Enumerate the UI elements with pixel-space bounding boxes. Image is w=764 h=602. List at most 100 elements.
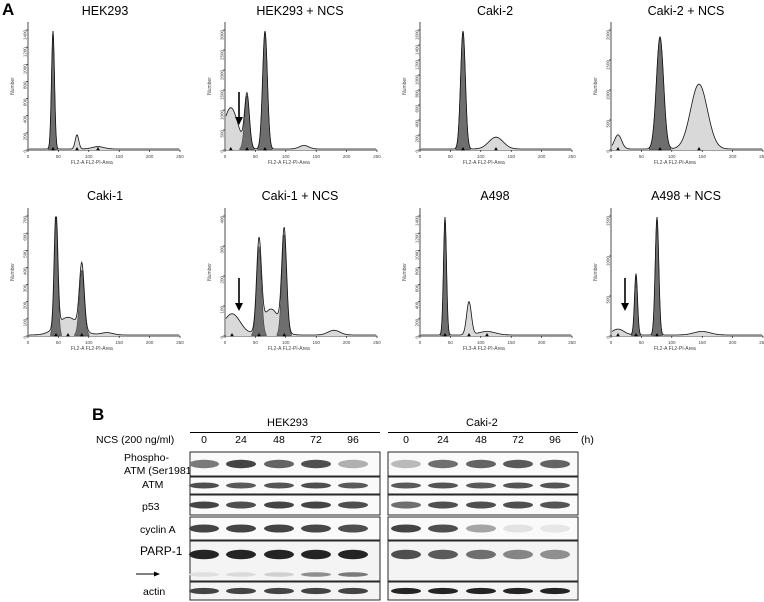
protein-band bbox=[466, 459, 496, 469]
time-unit: (h) bbox=[581, 434, 594, 446]
y-tick-label: 400 bbox=[220, 216, 225, 224]
histogram-fill bbox=[612, 36, 762, 150]
y-tick-label: 800 bbox=[415, 267, 420, 275]
protein-band bbox=[428, 482, 458, 489]
peak-fill bbox=[50, 216, 62, 337]
protein-band bbox=[264, 459, 294, 469]
y-tick-label: 0 bbox=[23, 336, 28, 339]
protein-band bbox=[264, 572, 294, 577]
time-point: 96 bbox=[347, 434, 359, 446]
x-tick-label: 150 bbox=[507, 340, 515, 345]
x-tick-label: 0 bbox=[27, 340, 30, 345]
histogram-line bbox=[611, 216, 762, 336]
gate-marker bbox=[461, 147, 465, 151]
gate-marker bbox=[228, 147, 233, 151]
histogram-line bbox=[225, 30, 376, 150]
y-tick-label: 1200 bbox=[415, 233, 420, 244]
protein-band bbox=[338, 524, 368, 533]
x-tick-label: 200 bbox=[729, 154, 737, 159]
protein-band bbox=[226, 572, 256, 577]
time-point: 72 bbox=[310, 434, 322, 446]
protein-band bbox=[338, 501, 368, 509]
y-tick-label: 800 bbox=[415, 90, 420, 98]
gate-marker bbox=[282, 333, 287, 337]
peak-fill bbox=[251, 245, 267, 337]
treatment-label: NCS (200 ng/ml) bbox=[96, 434, 175, 446]
protein-band bbox=[301, 549, 331, 560]
y-tick-label: 300 bbox=[220, 246, 225, 254]
y-tick-label: 600 bbox=[23, 98, 28, 106]
y-tick-label: 0 bbox=[23, 150, 28, 153]
x-tick-label: 250 bbox=[568, 340, 576, 345]
protein-band bbox=[540, 587, 570, 595]
protein-band bbox=[226, 459, 256, 469]
gate-marker bbox=[257, 333, 261, 337]
y-axis-label: Number bbox=[402, 263, 408, 281]
protein-band bbox=[503, 482, 533, 489]
x-tick-label: 50 bbox=[253, 340, 259, 345]
protein-band bbox=[189, 501, 219, 509]
y-tick-label: 1400 bbox=[415, 216, 420, 227]
y-tick-label: 400 bbox=[415, 301, 420, 309]
y-tick-label: 400 bbox=[415, 120, 420, 128]
protein-band bbox=[391, 501, 421, 509]
protein-band bbox=[264, 482, 294, 489]
histogram: 0 50 100 150 200 250 0 500 1000 1500 FL2-A FL2-PI-… bbox=[593, 208, 764, 352]
protein-band bbox=[264, 524, 294, 533]
group-line-caki2 bbox=[388, 432, 578, 433]
protein-band bbox=[338, 459, 368, 469]
time-point: 72 bbox=[512, 434, 524, 446]
gate-marker bbox=[485, 333, 489, 337]
protein-band bbox=[189, 572, 219, 577]
protein-band bbox=[301, 501, 331, 509]
x-tick-label: 200 bbox=[146, 154, 154, 159]
protein-band bbox=[503, 587, 533, 595]
protein-band bbox=[301, 459, 331, 469]
protein-band bbox=[338, 587, 368, 595]
protein-band bbox=[540, 524, 570, 533]
protein-band bbox=[540, 501, 570, 509]
y-tick-label: 400 bbox=[23, 267, 28, 275]
y-tick-label: 1000 bbox=[606, 256, 611, 267]
protein-band bbox=[338, 572, 368, 577]
histogram: 0 50 100 150 200 250 0 200 400 600 800 1000 1200 1400… bbox=[402, 208, 576, 352]
sub-g1-arrowhead bbox=[621, 303, 629, 311]
row-label-cyclin-a: cyclin A bbox=[140, 524, 176, 536]
protein-band bbox=[189, 524, 219, 533]
y-axis-label: Number bbox=[593, 263, 599, 281]
x-tick-label: 100 bbox=[668, 154, 676, 159]
protein-band bbox=[189, 549, 219, 560]
y-tick-label: 100 bbox=[23, 318, 28, 326]
protein-band bbox=[391, 459, 421, 469]
sub-g1-arrowhead bbox=[235, 303, 243, 311]
y-axis-label: Number bbox=[207, 263, 213, 281]
x-tick-label: 250 bbox=[373, 340, 381, 345]
protein-band bbox=[503, 501, 533, 509]
row-label-actin: actin bbox=[143, 586, 166, 598]
y-tick-label: 600 bbox=[415, 284, 420, 292]
y-tick-label: 0 bbox=[220, 150, 225, 153]
protein-band bbox=[466, 501, 496, 509]
histogram-title: A498 bbox=[480, 189, 510, 203]
y-tick-label: 1000 bbox=[23, 64, 28, 75]
y-tick-label: 1000 bbox=[415, 75, 420, 86]
y-tick-label: 0 bbox=[415, 336, 420, 339]
protein-band bbox=[301, 572, 331, 577]
x-tick-label: 150 bbox=[698, 340, 706, 345]
protein-band bbox=[338, 549, 368, 560]
x-tick-label: 250 bbox=[176, 154, 184, 159]
protein-band bbox=[503, 549, 533, 560]
x-tick-label: 200 bbox=[343, 154, 351, 159]
histogram-line bbox=[611, 35, 762, 150]
histogram-title: HEK293 + NCS bbox=[256, 4, 344, 18]
gate-marker bbox=[697, 147, 701, 151]
protein-band bbox=[226, 501, 256, 509]
x-tick-label: 200 bbox=[729, 340, 737, 345]
x-tick-label: 50 bbox=[448, 154, 454, 159]
gate-marker bbox=[616, 333, 620, 337]
x-tick-label: 100 bbox=[477, 154, 485, 159]
protein-band bbox=[391, 482, 421, 489]
protein-band bbox=[391, 587, 421, 595]
x-tick-label: 0 bbox=[224, 154, 227, 159]
